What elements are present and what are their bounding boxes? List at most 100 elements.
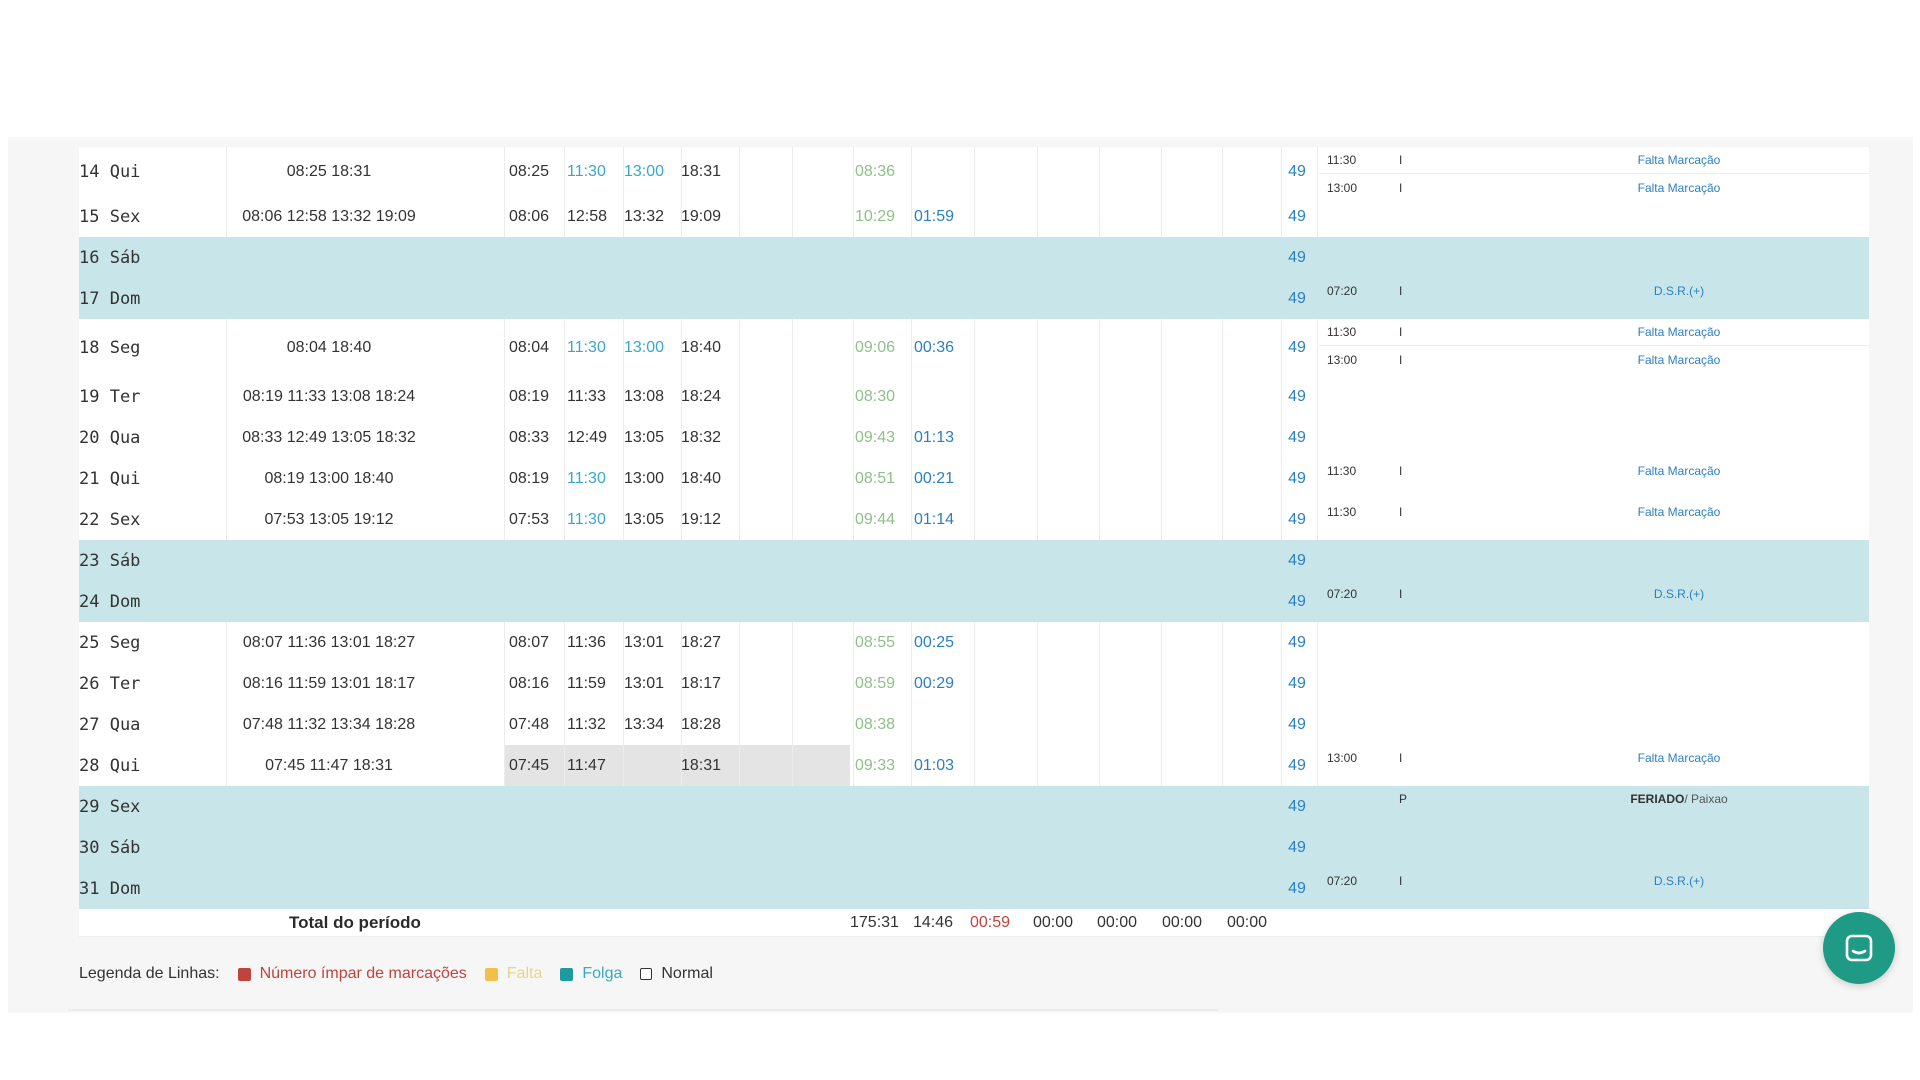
punch-time[interactable]: 08:16	[509, 674, 550, 692]
table-row[interactable]: 22 Sex 07:53 13:05 19:12 07:53 11:30 13:05 19…	[79, 499, 1869, 541]
code-link[interactable]: 49	[1288, 879, 1306, 897]
punch-time[interactable]: 18:40	[681, 338, 722, 356]
code-link[interactable]: 49	[1288, 387, 1306, 405]
table-row[interactable]: 31 Dom 49 07:20 I D.S.R.(+)	[79, 868, 1869, 910]
punch-time[interactable]: 12:58	[567, 207, 608, 225]
punch-time[interactable]: 13:00	[624, 338, 665, 356]
punch-time[interactable]: 19:12	[681, 510, 722, 528]
table-row[interactable]: 29 Sex 49 P FERIADO / Paixao	[79, 786, 1869, 828]
punch-time[interactable]: 11:30	[567, 162, 606, 180]
punch-time[interactable]: 07:53	[509, 510, 550, 528]
occurrence-description[interactable]: D.S.R.(+)	[1489, 278, 1869, 304]
punch-time[interactable]: 07:45	[509, 756, 550, 774]
punch-time[interactable]: 08:19	[509, 387, 550, 405]
punch-time[interactable]: 18:31	[681, 162, 722, 180]
punch-time[interactable]: 11:59	[567, 674, 606, 692]
column-divider	[564, 786, 565, 827]
punch-time[interactable]: 18:24	[681, 387, 722, 405]
punch-time[interactable]: 07:48	[509, 715, 550, 733]
code-link[interactable]: 49	[1288, 338, 1306, 356]
code-link[interactable]: 49	[1288, 838, 1306, 856]
punch-time[interactable]: 11:30	[567, 510, 606, 528]
code-link[interactable]: 49	[1288, 633, 1306, 651]
chat-button[interactable]	[1823, 912, 1895, 984]
punch-time[interactable]: 13:01	[624, 633, 665, 651]
punch-time[interactable]: 18:17	[681, 674, 722, 692]
table-row[interactable]: 20 Qua 08:33 12:49 13:05 18:32 08:33 12:49 1…	[79, 417, 1869, 459]
punch-time[interactable]: 13:00	[624, 469, 665, 487]
punch-time[interactable]: 11:30	[567, 338, 606, 356]
table-row[interactable]: 14 Qui 08:25 18:31 08:25 11:30 13:00 18:31 08:…	[79, 147, 1869, 197]
code-link[interactable]: 49	[1288, 715, 1306, 733]
punch-time[interactable]: 13:01	[624, 674, 665, 692]
table-row[interactable]: 21 Qui 08:19 13:00 18:40 08:19 11:30 13:00 18…	[79, 458, 1869, 500]
code-link[interactable]: 49	[1288, 162, 1306, 180]
punch-time[interactable]: 11:30	[567, 469, 606, 487]
code-link[interactable]: 49	[1288, 248, 1306, 266]
punch-time[interactable]: 13:00	[624, 162, 665, 180]
punch-time[interactable]: 18:40	[681, 469, 722, 487]
occurrence-entry: 11:30 I Falta Marcação	[1319, 499, 1869, 525]
punch-time[interactable]: 18:31	[681, 756, 722, 774]
punch-time[interactable]: 08:06	[509, 207, 550, 225]
punch-time[interactable]: 13:05	[624, 510, 665, 528]
occurrence-description[interactable]: D.S.R.(+)	[1489, 581, 1869, 607]
punch-time[interactable]: 18:28	[681, 715, 722, 733]
code-link[interactable]: 49	[1288, 756, 1306, 774]
punch-time[interactable]: 19:09	[681, 207, 722, 225]
occurrence-description[interactable]: Falta Marcação	[1489, 499, 1869, 525]
punch-time[interactable]: 08:33	[509, 428, 550, 446]
table-row[interactable]: 15 Sex 08:06 12:58 13:32 19:09 08:06 12:58 1…	[79, 196, 1869, 238]
punch-time[interactable]: 08:25	[509, 162, 550, 180]
code-link[interactable]: 49	[1288, 469, 1306, 487]
occurrence-description[interactable]: D.S.R.(+)	[1489, 868, 1869, 894]
code-link[interactable]: 49	[1288, 797, 1306, 815]
code-link[interactable]: 49	[1288, 551, 1306, 569]
occurrence-description[interactable]: Falta Marcação	[1489, 175, 1869, 201]
table-row[interactable]: 16 Sáb 49	[79, 237, 1869, 279]
code-link[interactable]: 49	[1288, 289, 1306, 307]
occurrence-description[interactable]: Falta Marcação	[1489, 347, 1869, 373]
table-row[interactable]: 26 Ter 08:16 11:59 13:01 18:17 08:16 11:59 1…	[79, 663, 1869, 705]
occurrence-description[interactable]: Falta Marcação	[1489, 147, 1869, 173]
column-divider	[1037, 147, 1038, 196]
table-row[interactable]: 28 Qui 07:45 11:47 18:31 07:45 11:47 18:31 09…	[79, 745, 1869, 787]
table-row[interactable]: 27 Qua 07:48 11:32 13:34 18:28 07:48 11:32 1…	[79, 704, 1869, 746]
legend-swatch-falta	[484, 967, 498, 981]
table-row[interactable]: 19 Ter 08:19 11:33 13:08 18:24 08:19 11:33 1…	[79, 376, 1869, 418]
punch-time[interactable]: 13:34	[624, 715, 665, 733]
code-link[interactable]: 49	[1288, 510, 1306, 528]
punch-time[interactable]: 13:05	[624, 428, 665, 446]
punch-time[interactable]: 11:33	[567, 387, 606, 405]
code-link[interactable]: 49	[1288, 428, 1306, 446]
occurrence-time: 13:00	[1327, 751, 1358, 765]
code-link[interactable]: 49	[1288, 207, 1306, 225]
column-divider	[681, 458, 682, 499]
code-link[interactable]: 49	[1288, 592, 1306, 610]
occurrence-description[interactable]: Falta Marcação	[1489, 745, 1869, 771]
occurrence-entry: 07:20 I D.S.R.(+)	[1319, 868, 1869, 894]
punch-time[interactable]: 11:32	[567, 715, 606, 733]
punch-time[interactable]: 08:04	[509, 338, 550, 356]
punch-time[interactable]: 13:08	[624, 387, 665, 405]
punch-time[interactable]: 18:32	[681, 428, 722, 446]
occurrence-description[interactable]: Falta Marcação	[1489, 458, 1869, 484]
occurrence-description[interactable]: Falta Marcação	[1489, 319, 1869, 345]
table-row[interactable]: 17 Dom 49 07:20 I D.S.R.(+)	[79, 278, 1869, 320]
punch-time[interactable]: 13:32	[624, 207, 665, 225]
punch-time[interactable]: 08:07	[509, 633, 550, 651]
table-row[interactable]: 18 Seg 08:04 18:40 08:04 11:30 13:00 18:40 09:…	[79, 319, 1869, 377]
day-label: 30 Sáb	[79, 837, 141, 858]
day-label: 27 Qua	[79, 714, 141, 735]
table-row[interactable]: 25 Seg 08:07 11:36 13:01 18:27 08:07 11:36 1…	[79, 622, 1869, 664]
column-divider	[1099, 147, 1100, 196]
punch-time[interactable]: 11:36	[567, 633, 606, 651]
code-link[interactable]: 49	[1288, 674, 1306, 692]
punch-time[interactable]: 08:19	[509, 469, 550, 487]
punch-time[interactable]: 12:49	[567, 428, 608, 446]
table-row[interactable]: 23 Sáb 49	[79, 540, 1869, 582]
table-row[interactable]: 24 Dom 49 07:20 I D.S.R.(+)	[79, 581, 1869, 623]
punch-time[interactable]: 18:27	[681, 633, 722, 651]
table-row[interactable]: 30 Sáb 49	[79, 827, 1869, 869]
punch-time[interactable]: 11:47	[567, 756, 606, 774]
